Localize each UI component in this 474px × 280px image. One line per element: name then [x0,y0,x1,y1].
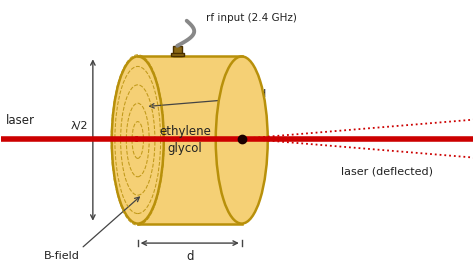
Text: laser: laser [5,115,35,127]
Bar [173,46,182,56]
Bar [171,53,183,56]
Text: rf input (2.4 GHz): rf input (2.4 GHz) [206,13,297,23]
Text: ethylene
glycol: ethylene glycol [159,125,211,155]
Text: E-field: E-field [232,89,267,99]
Ellipse shape [112,56,164,224]
Polygon shape [138,56,242,224]
Text: laser (deflected): laser (deflected) [341,167,433,176]
Ellipse shape [216,56,268,224]
Text: B-field: B-field [44,251,80,262]
Text: d: d [186,250,193,263]
Text: λ/2: λ/2 [71,121,88,131]
